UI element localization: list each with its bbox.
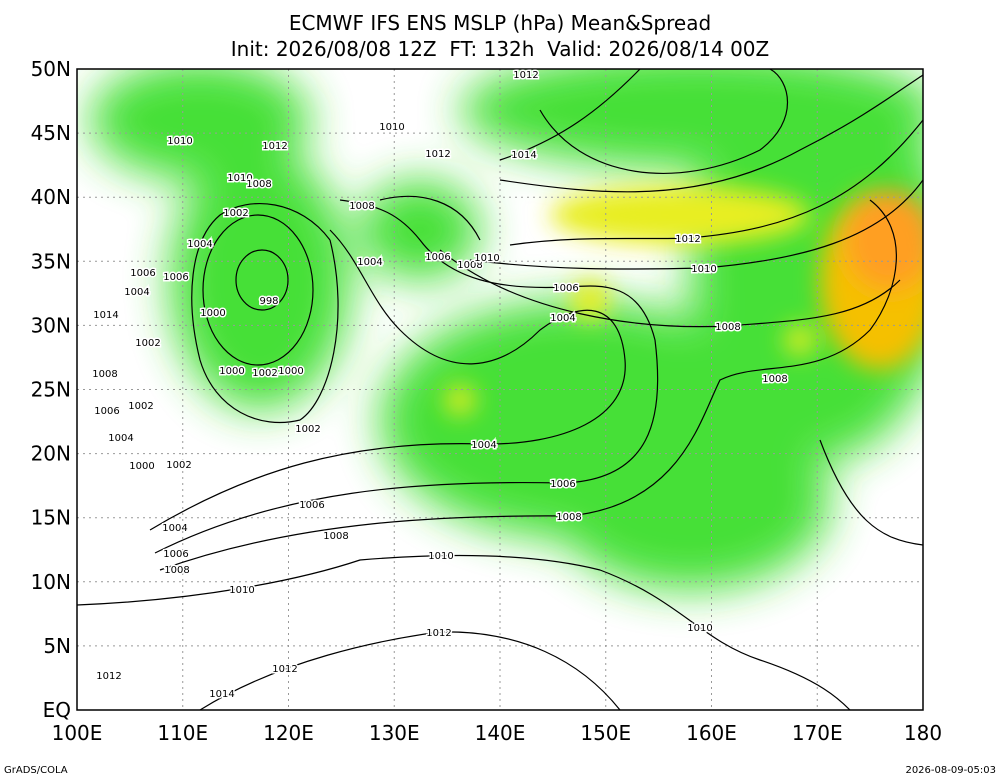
lon-label: 110E bbox=[157, 721, 208, 745]
contour-label: 1006 bbox=[163, 272, 188, 283]
contour-label: 1012 bbox=[426, 628, 451, 639]
spread-field bbox=[90, 69, 923, 590]
contour-label: 1004 bbox=[357, 257, 382, 268]
lat-label: 15N bbox=[31, 506, 71, 530]
isobar bbox=[199, 631, 621, 710]
contour-label: 998 bbox=[259, 296, 278, 307]
contour-label: 1012 bbox=[96, 671, 121, 682]
isobar bbox=[499, 69, 641, 161]
lat-label: 40N bbox=[31, 185, 71, 209]
contour-label: 1010 bbox=[227, 173, 252, 184]
contour-label: 1012 bbox=[675, 234, 700, 245]
contour-label: 1002 bbox=[166, 460, 191, 471]
contour-label: 1006 bbox=[550, 479, 575, 490]
contour-label: 1014 bbox=[93, 310, 118, 321]
lat-label: 20N bbox=[31, 442, 71, 466]
lat-label: 50N bbox=[31, 57, 71, 81]
contour-label: 1000 bbox=[200, 308, 225, 319]
footer-left: GrADS/COLA bbox=[4, 765, 68, 776]
contour-label: 1000 bbox=[219, 366, 244, 377]
map-frame bbox=[76, 68, 924, 711]
lat-label: 5N bbox=[43, 634, 71, 658]
contour-label: 1012 bbox=[425, 149, 450, 160]
lon-label: 130E bbox=[369, 721, 420, 745]
contour-label: 1010 bbox=[687, 623, 712, 634]
contour-label: 1004 bbox=[187, 239, 212, 250]
contour-label: 1008 bbox=[349, 201, 374, 212]
contour-label: 1006 bbox=[553, 283, 578, 294]
lon-label: 140E bbox=[475, 721, 526, 745]
contour-label: 1004 bbox=[162, 523, 187, 534]
contour-label: 1012 bbox=[262, 141, 287, 152]
footer-right: 2026-08-09-05:03 bbox=[905, 765, 996, 776]
isobar bbox=[154, 199, 659, 554]
lat-label: 45N bbox=[31, 121, 71, 145]
contour-label: 1008 bbox=[164, 565, 189, 576]
contour-label: 1010 bbox=[474, 253, 499, 264]
contour-label: 1004 bbox=[124, 287, 149, 298]
lat-label: 30N bbox=[31, 313, 71, 337]
lat-label: 35N bbox=[31, 249, 71, 273]
contour-label: 1006 bbox=[425, 252, 450, 263]
isobar bbox=[235, 249, 289, 311]
lon-label: 120E bbox=[263, 721, 314, 745]
contour-label: 1014 bbox=[209, 689, 234, 700]
isobars bbox=[77, 69, 923, 710]
contour-label: 1010 bbox=[379, 122, 404, 133]
contour-label: 1006 bbox=[299, 500, 324, 511]
isobar bbox=[379, 195, 481, 241]
lon-label: 100E bbox=[52, 721, 103, 745]
lat-label: 10N bbox=[31, 570, 71, 594]
contour-label: 1014 bbox=[511, 150, 536, 161]
subtitle: Init: 2026/08/08 12Z FT: 132h Valid: 202… bbox=[231, 37, 769, 61]
isobar bbox=[539, 69, 788, 174]
isobar bbox=[159, 199, 897, 571]
contour-label: 1008 bbox=[92, 369, 117, 380]
contour-label: 1002 bbox=[135, 338, 160, 349]
isobar bbox=[499, 74, 923, 193]
contour-label: 1008 bbox=[457, 260, 482, 271]
contour-label: 1010 bbox=[691, 264, 716, 275]
contour-label: 1006 bbox=[163, 549, 188, 560]
contour-label: 1010 bbox=[428, 551, 453, 562]
lon-label: 180 bbox=[904, 721, 942, 745]
contour-label: 1004 bbox=[108, 433, 133, 444]
isobar bbox=[509, 119, 923, 246]
contour-label: 1006 bbox=[94, 406, 119, 417]
isobar bbox=[439, 249, 901, 328]
contour-label: 1002 bbox=[128, 401, 153, 412]
lon-label: 160E bbox=[686, 721, 737, 745]
contour-label: 1000 bbox=[129, 461, 154, 472]
contour-label: 1010 bbox=[229, 585, 254, 596]
contour-label: 1002 bbox=[295, 424, 320, 435]
contour-label: 1008 bbox=[246, 179, 271, 190]
contour-label: 1000 bbox=[278, 366, 303, 377]
contour-label: 1008 bbox=[762, 374, 787, 385]
lon-label: 170E bbox=[792, 721, 843, 745]
isobar bbox=[202, 214, 314, 366]
contour-label: 1008 bbox=[715, 322, 740, 333]
isobar bbox=[149, 229, 626, 531]
contour-label: 1008 bbox=[323, 531, 348, 542]
contour-label: 1010 bbox=[167, 136, 192, 147]
isobar bbox=[191, 203, 339, 424]
contour-label: 1012 bbox=[513, 70, 538, 81]
isobar bbox=[469, 179, 923, 270]
title: ECMWF IFS ENS MSLP (hPa) Mean&Spread bbox=[289, 11, 711, 35]
lon-label: 150E bbox=[580, 721, 631, 745]
contour-label: 1004 bbox=[471, 440, 496, 451]
lat-label: 25N bbox=[31, 378, 71, 402]
contour-label: 1006 bbox=[130, 268, 155, 279]
contour-label: 1004 bbox=[550, 313, 575, 324]
contour-label: 1012 bbox=[272, 664, 297, 675]
lat-label: EQ bbox=[43, 698, 71, 722]
isobar bbox=[819, 439, 923, 546]
graticule bbox=[77, 69, 923, 710]
isobar bbox=[77, 554, 851, 710]
contour-label: 1002 bbox=[223, 208, 248, 219]
contour-label: 1008 bbox=[556, 512, 581, 523]
contour-label: 1002 bbox=[252, 368, 277, 379]
